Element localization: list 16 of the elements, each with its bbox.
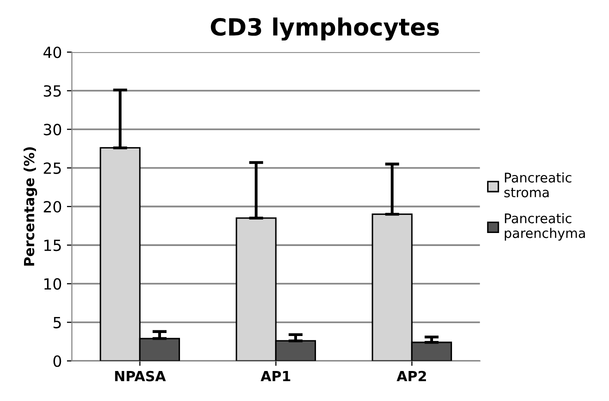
y-axis-title: Percentage (%) <box>24 147 38 266</box>
y-tick-label: 40 <box>43 46 62 58</box>
y-tick-label: 5 <box>54 316 61 328</box>
y-tick-label: 25 <box>44 162 61 174</box>
y-tick-label: 20 <box>44 200 62 213</box>
x-tick-label: NPASA <box>115 370 166 382</box>
chart-title: CD3 lymphocytes <box>210 18 439 41</box>
y-tick-label: 15 <box>44 240 61 252</box>
legend-label: Pancreatic parenchyma <box>504 213 585 241</box>
legend-label: Pancreatic stroma <box>504 172 572 198</box>
y-tick-label: 30 <box>44 124 62 136</box>
x-tick-label: AP1 <box>260 371 290 382</box>
y-tick-label: 10 <box>44 278 62 290</box>
y-tick-label: 0 <box>53 355 62 367</box>
y-tick-label: 35 <box>44 85 61 97</box>
x-tick-label: AP2 <box>396 370 426 382</box>
